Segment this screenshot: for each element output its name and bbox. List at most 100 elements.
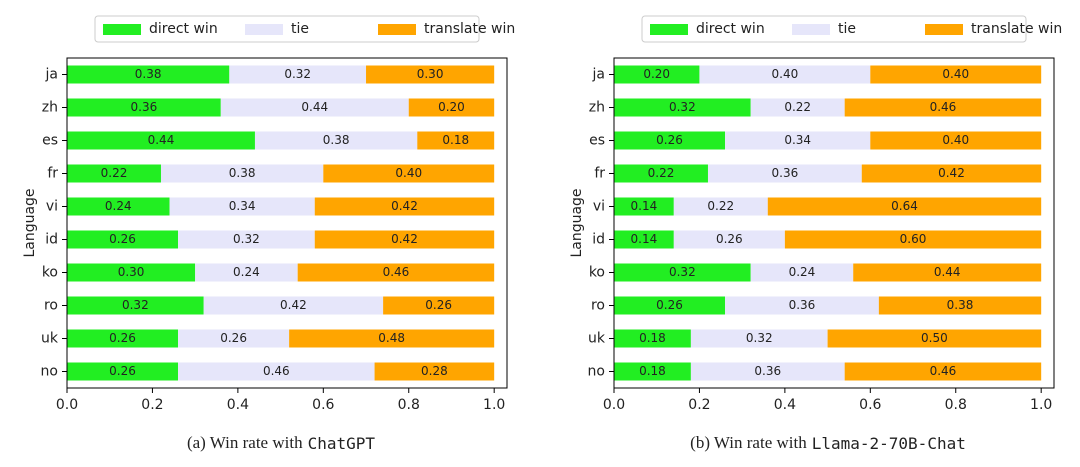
y-tick-label: id — [45, 232, 58, 248]
bar-segment — [67, 263, 196, 282]
x-tick-label: 0.4 — [227, 397, 249, 413]
value-label: 0.38 — [947, 298, 974, 312]
bar-segment — [861, 164, 1042, 183]
y-tick-label: id — [592, 232, 605, 248]
y-tick-label: zh — [42, 100, 58, 116]
bar-segment — [67, 296, 204, 315]
value-label: 0.24 — [789, 265, 816, 279]
y-axis-label: Language — [22, 188, 38, 257]
y-tick-label: ja — [45, 67, 58, 83]
value-label: 0.22 — [784, 100, 811, 114]
value-label: 0.38 — [135, 67, 162, 81]
bar-segment — [67, 131, 255, 150]
value-label: 0.26 — [220, 331, 247, 345]
value-label: 0.32 — [284, 67, 311, 81]
value-label: 0.36 — [772, 166, 799, 180]
y-tick-label: fr — [594, 166, 605, 182]
value-label: 0.24 — [105, 199, 132, 213]
bar-segment — [844, 362, 1042, 381]
legend-box — [94, 15, 480, 43]
value-label: 0.20 — [643, 67, 670, 81]
bar-segment — [383, 296, 495, 315]
value-label: 0.18 — [639, 364, 666, 378]
legend-swatch — [792, 24, 830, 35]
bar-segment — [614, 65, 700, 84]
bar-segment — [297, 263, 495, 282]
bar-segment — [614, 197, 674, 216]
value-label: 0.46 — [263, 364, 290, 378]
value-label: 0.40 — [942, 67, 969, 81]
y-tick-label: vi — [46, 199, 58, 215]
x-tick-label: 0.6 — [859, 397, 881, 413]
bar-segment — [878, 296, 1042, 315]
value-label: 0.40 — [942, 133, 969, 147]
value-label: 0.26 — [425, 298, 452, 312]
value-label: 0.26 — [656, 298, 683, 312]
bar-segment — [67, 98, 221, 117]
value-label: 0.50 — [921, 331, 948, 345]
x-tick-label: 1.0 — [483, 397, 505, 413]
bar-segment — [67, 197, 170, 216]
legend-label: direct win — [696, 21, 765, 37]
bar-segment — [67, 164, 161, 183]
value-label: 0.46 — [930, 100, 957, 114]
value-label: 0.18 — [639, 331, 666, 345]
value-label: 0.48 — [378, 331, 405, 345]
y-tick-label: vi — [593, 199, 605, 215]
value-label: 0.46 — [383, 265, 410, 279]
bar-segment — [67, 329, 179, 348]
bar-segment — [366, 65, 495, 84]
chart: ja 0.38 0.32 0.30 zh 0.36 0.44 0.20 es 0.44 0.38 0.… — [22, 15, 515, 453]
bar-segment — [827, 329, 1042, 348]
bar-segment — [853, 263, 1042, 282]
value-label: 0.32 — [122, 298, 149, 312]
bar-segment — [417, 131, 495, 150]
value-label: 0.40 — [395, 166, 422, 180]
caption-text: (a) Win rate with — [187, 433, 303, 452]
bar-segment — [673, 230, 785, 249]
value-label: 0.42 — [391, 232, 418, 246]
legend-swatch — [650, 24, 688, 35]
bar-segment — [314, 230, 495, 249]
value-label: 0.42 — [938, 166, 965, 180]
bar-segment — [169, 197, 315, 216]
bar-segment — [690, 329, 828, 348]
bar-segment — [614, 263, 751, 282]
y-tick-label: no — [588, 364, 605, 380]
bar-segment — [614, 98, 751, 117]
bar-segment — [408, 98, 495, 117]
value-label: 0.30 — [417, 67, 444, 81]
bar-segment — [195, 263, 298, 282]
bar-segment — [178, 329, 290, 348]
bar-segment — [614, 230, 674, 249]
value-label: 0.22 — [101, 166, 128, 180]
y-axis-label: Language — [569, 188, 585, 257]
x-tick-label: 0.8 — [398, 397, 420, 413]
caption: (a) Win rate with ChatGPT — [187, 433, 375, 453]
bar-segment — [614, 362, 691, 381]
bar-segment — [750, 263, 854, 282]
bar-segment — [67, 230, 179, 249]
value-label: 0.64 — [891, 199, 918, 213]
plot-frame — [66, 57, 508, 389]
y-tick-label: es — [42, 133, 58, 149]
value-label: 0.32 — [669, 100, 696, 114]
value-label: 0.32 — [233, 232, 260, 246]
value-label: 0.44 — [934, 265, 961, 279]
y-tick-label: zh — [589, 100, 605, 116]
x-tick-label: 0.0 — [56, 397, 78, 413]
bar-segment — [690, 362, 845, 381]
value-label: 0.20 — [438, 100, 465, 114]
y-tick-label: ja — [592, 67, 605, 83]
y-tick-label: ro — [591, 298, 605, 314]
bar-segment — [750, 98, 845, 117]
value-label: 0.30 — [118, 265, 145, 279]
bar-segment — [178, 230, 315, 249]
legend-swatch — [378, 24, 416, 35]
value-label: 0.36 — [754, 364, 781, 378]
legend-label: direct win — [149, 21, 218, 37]
legend-label: translate win — [424, 21, 515, 37]
legend-swatch — [925, 24, 963, 35]
value-label: 0.42 — [280, 298, 307, 312]
